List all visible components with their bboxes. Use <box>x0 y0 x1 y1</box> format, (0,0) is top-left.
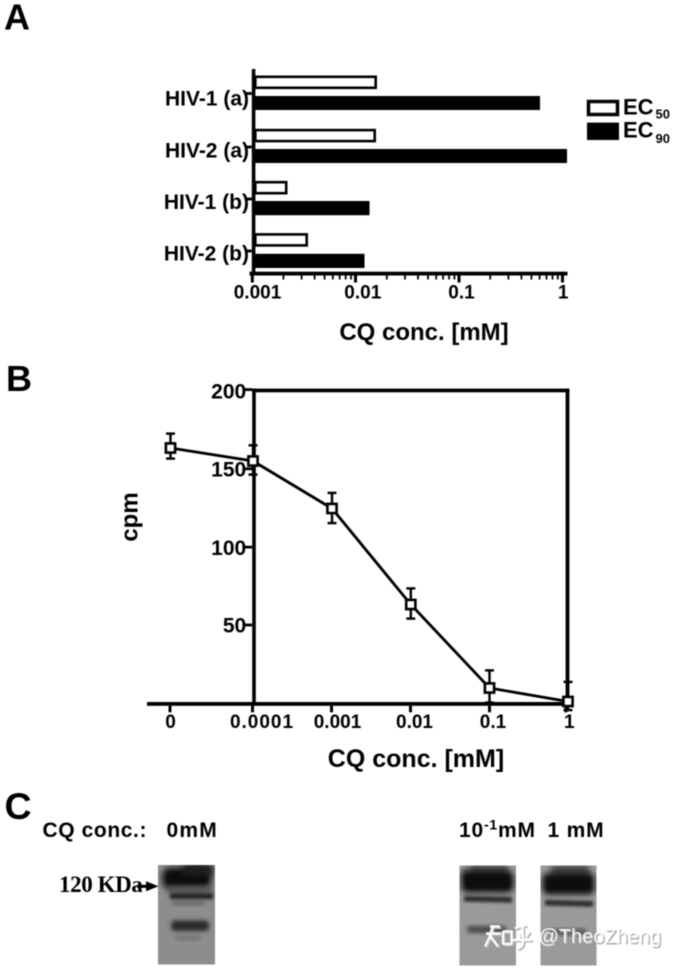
svg-text:@TheoZheng: @TheoZheng <box>540 927 663 949</box>
svg-text:1 mM: 1 mM <box>548 819 605 842</box>
svg-text:0: 0 <box>165 712 176 733</box>
svg-text:0mM: 0mM <box>167 819 218 842</box>
svg-text:0.1: 0.1 <box>480 712 507 733</box>
svg-text:50: 50 <box>656 106 670 121</box>
svg-text:90: 90 <box>656 131 670 146</box>
svg-text:@TheoZheng: @TheoZheng <box>539 926 662 948</box>
svg-text:HIV-1 (a): HIV-1 (a) <box>165 87 249 110</box>
svg-text:C: C <box>5 785 32 827</box>
svg-text:0.1: 0.1 <box>448 283 475 304</box>
svg-text:EC: EC <box>623 94 654 119</box>
svg-text:HIV-1 (b): HIV-1 (b) <box>164 191 249 214</box>
svg-text:CQ conc. [mM]: CQ conc. [mM] <box>339 319 508 346</box>
svg-text:0.0001: 0.0001 <box>230 712 294 733</box>
svg-text:cpm: cpm <box>117 492 144 541</box>
svg-text:HIV-2 (a): HIV-2 (a) <box>165 140 249 163</box>
svg-text:CQ conc. [mM]: CQ conc. [mM] <box>328 745 504 773</box>
svg-text:0.001: 0.001 <box>314 712 362 733</box>
svg-text:10-1mM: 10-1mM <box>459 817 536 843</box>
svg-text:100: 100 <box>211 537 246 560</box>
svg-text:0.001: 0.001 <box>234 283 282 304</box>
svg-text:150: 150 <box>211 459 246 482</box>
svg-text:0.01: 0.01 <box>396 712 433 733</box>
svg-text:EC: EC <box>623 117 654 142</box>
svg-text:1: 1 <box>564 712 575 733</box>
svg-text:120 KDa: 120 KDa <box>59 872 143 897</box>
svg-text:1: 1 <box>558 283 569 304</box>
svg-text:CQ conc.:: CQ conc.: <box>43 819 148 842</box>
svg-text:200: 200 <box>211 381 246 404</box>
svg-text:HIV-2 (b): HIV-2 (b) <box>164 243 249 266</box>
svg-text:0.01: 0.01 <box>344 283 381 304</box>
svg-text:A: A <box>4 0 30 38</box>
svg-text:50: 50 <box>223 615 246 638</box>
svg-text:B: B <box>6 358 32 399</box>
